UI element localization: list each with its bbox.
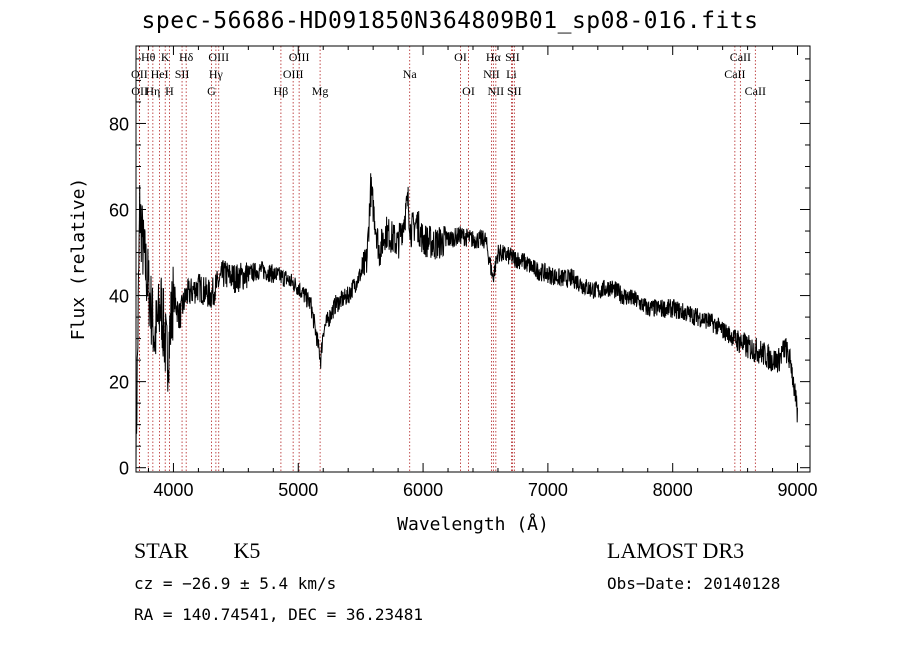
marker-label: K bbox=[161, 50, 170, 64]
marker-label: SII bbox=[175, 67, 190, 81]
marker-label: Hβ bbox=[274, 84, 289, 98]
marker-label: Hη bbox=[145, 84, 160, 98]
x-tick-label: 9000 bbox=[777, 480, 817, 500]
marker-label: OII bbox=[131, 84, 148, 98]
y-tick-label: 0 bbox=[119, 459, 129, 479]
y-tick-label: 40 bbox=[109, 287, 129, 307]
marker-label: OI bbox=[462, 84, 475, 98]
marker-label: H bbox=[165, 84, 174, 98]
line-markers bbox=[138, 46, 756, 472]
marker-label: CaII bbox=[745, 84, 766, 98]
x-tick-label: 8000 bbox=[653, 480, 693, 500]
coordinates: RA = 140.74541, DEC = 36.23481 bbox=[134, 605, 423, 624]
marker-label: OIII bbox=[283, 67, 304, 81]
chart-title: spec-56686-HD091850N364809B01_sp08-016.f… bbox=[141, 8, 759, 34]
marker-label: Li bbox=[506, 67, 517, 81]
marker-label: OIII bbox=[208, 50, 229, 64]
marker-label: OIII bbox=[289, 50, 310, 64]
marker-label: NII bbox=[483, 67, 500, 81]
x-tick-label: 4000 bbox=[153, 480, 193, 500]
marker-label: CaII bbox=[730, 50, 751, 64]
x-axis-label: Wavelength (Å) bbox=[397, 513, 549, 535]
marker-label: OII bbox=[131, 67, 148, 81]
marker-label: Hγ bbox=[209, 67, 224, 81]
marker-label: Hδ bbox=[179, 50, 194, 64]
y-axis-label: Flux (relative) bbox=[68, 178, 89, 341]
marker-label: OI bbox=[454, 50, 467, 64]
object-class: STAR K5 bbox=[134, 538, 260, 564]
x-tick-label: 7000 bbox=[528, 480, 568, 500]
survey-label: LAMOST DR3 bbox=[607, 538, 745, 563]
marker-label: Mg bbox=[312, 84, 329, 98]
marker-label: SII bbox=[505, 50, 520, 64]
y-tick-label: 60 bbox=[109, 201, 129, 221]
plot-frame bbox=[135, 45, 811, 473]
y-axis-ticks: 0 20 40 60 80 bbox=[109, 58, 810, 479]
marker-label: G bbox=[207, 84, 216, 98]
marker-label: NII bbox=[488, 84, 505, 98]
x-tick-label: 6000 bbox=[403, 480, 443, 500]
x-tick-label: 5000 bbox=[278, 480, 318, 500]
y-tick-label: 20 bbox=[109, 373, 129, 393]
marker-label: Hα bbox=[486, 50, 502, 64]
marker-label: CaII bbox=[724, 67, 745, 81]
marker-label: Hθ bbox=[141, 50, 156, 64]
y-tick-label: 80 bbox=[109, 114, 129, 134]
redshift-velocity: cz = −26.9 ± 5.4 km/s bbox=[134, 574, 337, 593]
marker-label: SII bbox=[507, 84, 522, 98]
class-label: STAR bbox=[134, 538, 189, 563]
observation-date: Obs−Date: 20140128 bbox=[607, 574, 781, 593]
flux-series-line bbox=[135, 173, 798, 468]
marker-label: Na bbox=[403, 67, 418, 81]
x-axis-ticks: 4000 5000 6000 7000 8000 9000 bbox=[147, 46, 818, 500]
marker-label: HeI bbox=[151, 67, 169, 81]
subclass-label: K5 bbox=[233, 538, 261, 563]
